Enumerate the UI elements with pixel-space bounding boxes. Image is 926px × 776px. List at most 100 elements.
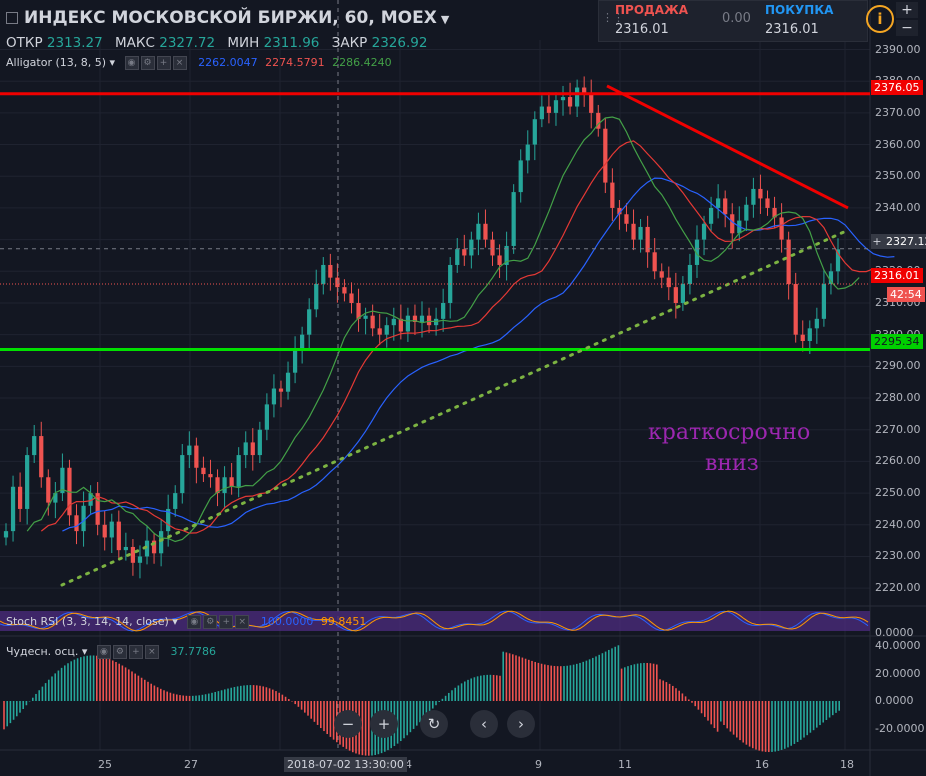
candle-body [751,188,756,205]
price-tick-label: 2280.00 [875,391,921,405]
candle-body [758,188,763,199]
candle-body [419,315,425,322]
annotation-line1: краткосрочно [648,420,811,445]
candle-body [88,493,93,506]
candle-body [109,521,114,538]
candle-body [208,474,213,478]
candle-body [3,531,9,538]
zoom-in-nav-button[interactable]: + [370,710,398,738]
candle-body [377,328,382,335]
buy-button[interactable]: ПОКУПКА 2316.01 [765,1,863,41]
ascending-trend-line [60,228,850,587]
candle-body [236,455,241,487]
sell-button[interactable]: ПРОДАЖА 2316.01 [615,1,713,41]
close-icon[interactable]: × [172,56,187,70]
indicator-buttons: ◉ ⚙ + × [96,645,161,659]
candle-body [624,214,629,224]
candle-body [723,198,728,215]
crosshair-time-tag: 2018-07-02 13:30:00 [284,757,407,772]
price-tick-label: 2260.00 [875,454,921,468]
candle-body [215,477,220,494]
zoom-out-nav-button[interactable]: − [334,710,362,738]
scroll-left-icon[interactable]: ‹ [470,710,498,738]
zoom-out-button[interactable]: − [896,20,918,36]
plus-icon[interactable]: + [128,645,143,659]
candle-body [384,325,389,335]
candle-body [610,182,615,208]
candle-body [426,315,432,326]
candle-body [17,486,23,509]
ao-legend[interactable]: Чудесн. осц. ▾ ◉ ⚙ + × 37.7786 [6,645,216,659]
candle-body [151,540,157,554]
candle-body [201,467,206,475]
candle-body [546,106,552,113]
symbol-title-text: ИНДЕКС МОСКОВСКОЙ БИРЖИ, 60, MOEX [24,8,437,28]
alligator-legend[interactable]: Alligator (13, 8, 5) ▾ ◉ ⚙ + × 2262.0047 22… [6,56,392,70]
candle-body [835,249,841,272]
candle-body [250,442,255,456]
candle-body [60,467,65,494]
symbol-title[interactable]: ИНДЕКС МОСКОВСКОЙ БИРЖИ, 60, MOEX ▼ [6,8,449,28]
add-alert-icon[interactable]: + [871,234,883,249]
zoom-in-button[interactable]: + [896,2,918,18]
close-icon[interactable]: × [235,615,250,629]
stoch-legend[interactable]: Stoch RSI (3, 3, 14, 14, close) ▾ ◉ ⚙ + × 1… [6,615,366,629]
candle-body [328,264,333,278]
ao-value: 37.7786 [170,645,216,658]
candle-body [567,97,573,107]
candle-body [779,217,784,240]
ao-tick-label: 40.0000 [875,639,921,652]
gear-icon[interactable]: ⚙ [203,615,218,629]
price-tick-label: 2340.00 [875,200,921,214]
candle-body [166,508,171,532]
candle-body [74,515,79,532]
candle-body [631,223,636,240]
candle-body [497,255,502,265]
time-tick-label: 11 [618,758,632,771]
gear-icon[interactable]: ⚙ [112,645,127,659]
price-tick-label: 2250.00 [875,486,921,500]
candle-body [116,521,121,551]
indicator-buttons: ◉ ⚙ + × [187,615,251,629]
candle-body [603,128,608,183]
eye-icon[interactable]: ◉ [124,56,139,70]
sell-label: ПРОДАЖА [615,3,688,17]
info-icon[interactable]: i [866,5,894,33]
candle-body [652,252,657,272]
open-label: ОТКР [6,35,43,51]
high-label: МАКС [115,35,155,51]
high-value: 2327.72 [159,35,216,51]
chevron-down-icon[interactable]: ▾ [81,645,88,658]
ao-name: Чудесн. осц. [6,645,79,658]
candle-body [666,277,671,288]
chevron-down-icon[interactable]: ▾ [172,615,178,628]
candle-body [264,404,269,430]
plus-icon[interactable]: + [156,56,171,70]
collapse-icon[interactable] [6,12,18,24]
drag-handle-icon[interactable]: ⋮⋮ [602,11,624,24]
candle-body [701,223,707,240]
eye-icon[interactable]: ◉ [96,645,111,659]
low-label: МИН [227,35,260,51]
gear-icon[interactable]: ⚙ [140,56,155,70]
candle-body [525,144,530,161]
reset-icon[interactable]: ↻ [420,710,448,738]
candle-body [187,445,192,456]
indicator-buttons: ◉ ⚙ + × [124,56,189,70]
eye-icon[interactable]: ◉ [187,615,202,629]
chevron-down-icon[interactable]: ▼ [440,13,450,26]
chevron-down-icon[interactable]: ▾ [109,56,116,69]
candle-body [617,207,622,215]
ohlc-values: ОТКР 2313.27 МАКС 2327.72 МИН 2311.96 ЗА… [6,35,435,51]
stoch-band [0,611,870,631]
close-icon[interactable]: × [144,645,159,659]
candle-body [285,372,291,392]
candle-body [539,106,544,120]
candle-body [455,249,460,265]
plus-icon[interactable]: + [219,615,234,629]
candle-body [744,204,749,221]
scroll-right-icon[interactable]: › [507,710,535,738]
last-price-tag: 2316.01 [871,268,923,283]
